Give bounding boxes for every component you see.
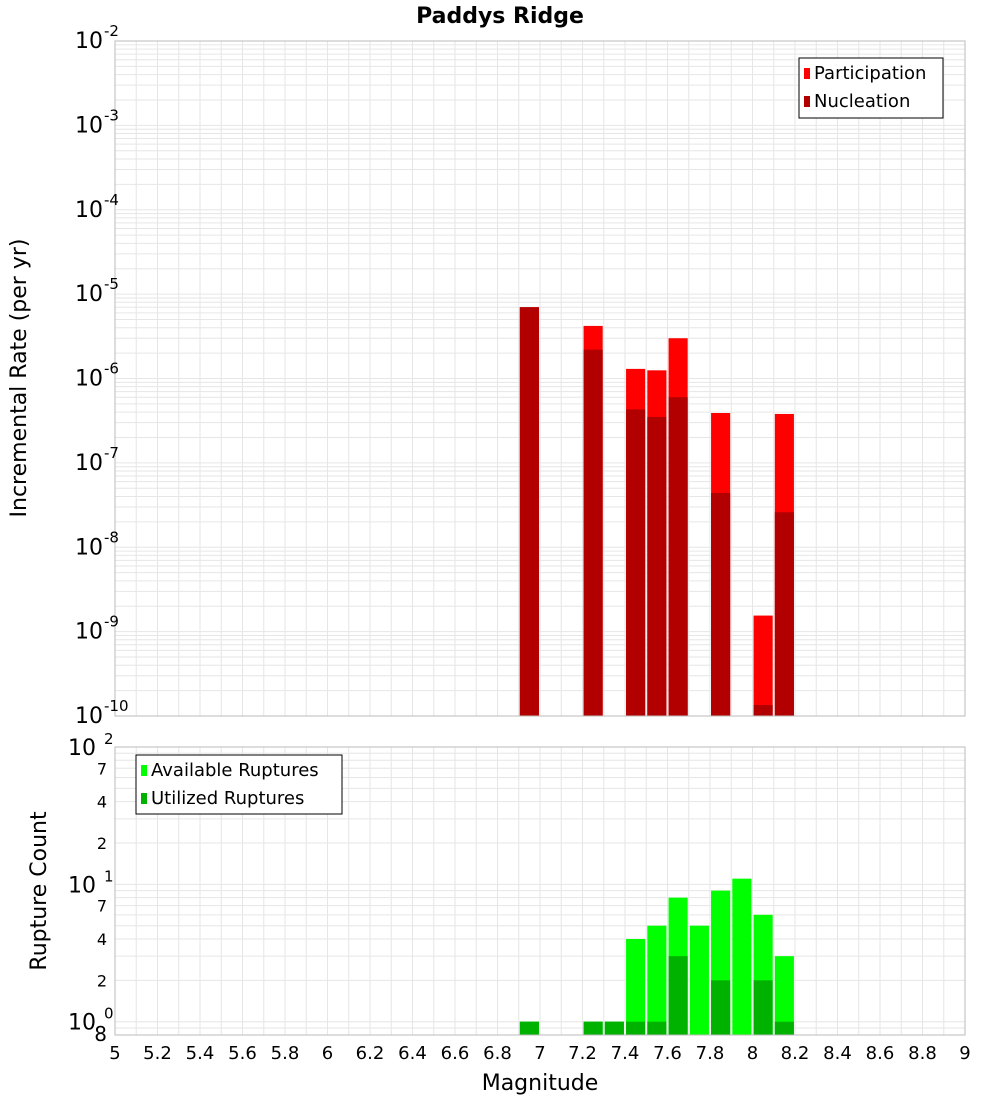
available-ruptures-bar [774, 956, 794, 1035]
nucleation-bar [711, 492, 731, 716]
x-tick-label: 5.4 [186, 1043, 215, 1064]
x-tick-label: 7.2 [568, 1043, 597, 1064]
y-tick-label-minor: 4 [97, 930, 107, 949]
available-ruptures-bar [732, 878, 752, 1035]
top-legend-swatch [804, 96, 810, 107]
utilized-ruptures-bar [774, 1021, 794, 1035]
nucleation-bar [774, 512, 794, 716]
x-tick-label: 8.2 [781, 1043, 810, 1064]
x-tick-label: 7.8 [696, 1043, 725, 1064]
top-legend-label: Nucleation [814, 91, 910, 112]
x-tick-label: 7.4 [611, 1043, 640, 1064]
top-y-axis-label: Incremental Rate (per yr) [7, 239, 32, 518]
x-tick-label: 8.8 [908, 1043, 937, 1064]
y-tick-label-base: 10 [75, 198, 103, 223]
available-ruptures-bar [626, 939, 646, 1035]
available-ruptures-bar [689, 925, 709, 1035]
utilized-ruptures-bar [519, 1021, 539, 1035]
x-axis-label: Magnitude [482, 1071, 599, 1096]
y-tick-label-base: 10 [75, 29, 103, 54]
y-tick-label-base: 10 [75, 113, 103, 138]
chart-title: Paddys Ridge [416, 4, 584, 29]
bottom-y-axis-label: Rupture Count [27, 811, 52, 971]
y-tick-label-minor: 2 [97, 834, 107, 853]
y-tick-label-minor: 4 [97, 793, 107, 812]
x-tick-label: 6.8 [483, 1043, 512, 1064]
y-tick-label-exponent: -8 [104, 528, 119, 546]
top-legend-box [798, 57, 944, 119]
x-tick-label: 8.6 [866, 1043, 895, 1064]
bottom-legend-label: Utilized Ruptures [151, 788, 304, 809]
nucleation-bar [519, 307, 539, 716]
utilized-ruptures-bar [604, 1021, 624, 1035]
bottom-legend-swatch [141, 765, 147, 776]
y-tick-label-exponent: -9 [104, 613, 119, 631]
y-tick-label-exponent: -4 [104, 191, 119, 209]
y-tick-label-base: 10 [75, 535, 103, 560]
participation-bar [753, 615, 773, 716]
available-ruptures-bar [647, 925, 667, 1035]
x-tick-label: 7 [534, 1043, 545, 1064]
y-tick-label-base: 10 [75, 704, 103, 729]
y-tick-label-exponent: -2 [104, 22, 119, 40]
bottom-legend-box [135, 754, 343, 815]
x-tick-label: 5 [109, 1043, 120, 1064]
x-tick-label: 5.6 [228, 1043, 257, 1064]
nucleation-bar [626, 409, 646, 716]
bottom-legend-swatch [141, 793, 147, 804]
top-legend-label: Participation [814, 63, 926, 84]
top-legend-swatch [804, 68, 810, 79]
y-tick-label-minor: 7 [97, 897, 107, 916]
y-tick-label-base: 10 [75, 367, 103, 392]
y-tick-label-exponent: -3 [104, 106, 119, 124]
x-tick-label: 8.4 [823, 1043, 852, 1064]
x-tick-label: 9 [959, 1043, 970, 1064]
y-tick-label-base: 10 [75, 620, 103, 645]
nucleation-bar [668, 397, 688, 716]
y-tick-label-exponent: -6 [104, 360, 119, 378]
y-tick-label-base: 10 [68, 736, 96, 761]
bottom-plot-frame [114, 746, 966, 1036]
y-tick-label-base: 10 [68, 873, 96, 898]
bottom-legend-label: Available Ruptures [151, 760, 319, 781]
x-tick-label: 6.2 [356, 1043, 385, 1064]
y-tick-label-minor: 8 [94, 1022, 107, 1046]
y-tick-label-exponent: -10 [104, 697, 129, 715]
y-tick-label-exponent: 1 [104, 867, 114, 885]
x-tick-label: 6 [322, 1043, 333, 1064]
y-tick-label-base: 10 [68, 1011, 96, 1036]
utilized-ruptures-bar [711, 980, 731, 1035]
x-tick-label: 5.8 [271, 1043, 300, 1064]
y-tick-label-exponent: 2 [104, 730, 114, 748]
y-tick-label-exponent: 0 [104, 1005, 114, 1023]
utilized-ruptures-bar [583, 1021, 603, 1035]
nucleation-bar [647, 416, 667, 716]
x-tick-label: 8 [747, 1043, 758, 1064]
y-tick-label-base: 10 [75, 451, 103, 476]
utilized-ruptures-bar [753, 980, 773, 1035]
x-tick-label: 6.4 [398, 1043, 427, 1064]
y-tick-label-exponent: -7 [104, 444, 119, 462]
y-tick-label-minor: 7 [97, 759, 107, 778]
x-tick-label: 7.6 [653, 1043, 682, 1064]
y-tick-label-base: 10 [75, 282, 103, 307]
y-tick-label-minor: 2 [97, 971, 107, 990]
y-tick-label-exponent: -5 [104, 275, 119, 293]
utilized-ruptures-bar [647, 1021, 667, 1035]
nucleation-bar [753, 705, 773, 716]
utilized-ruptures-bar [626, 1021, 646, 1035]
x-tick-label: 6.6 [441, 1043, 470, 1064]
top-plot-frame [114, 40, 966, 717]
nucleation-bar [583, 349, 603, 716]
x-tick-label: 5.2 [143, 1043, 172, 1064]
utilized-ruptures-bar [668, 956, 688, 1035]
